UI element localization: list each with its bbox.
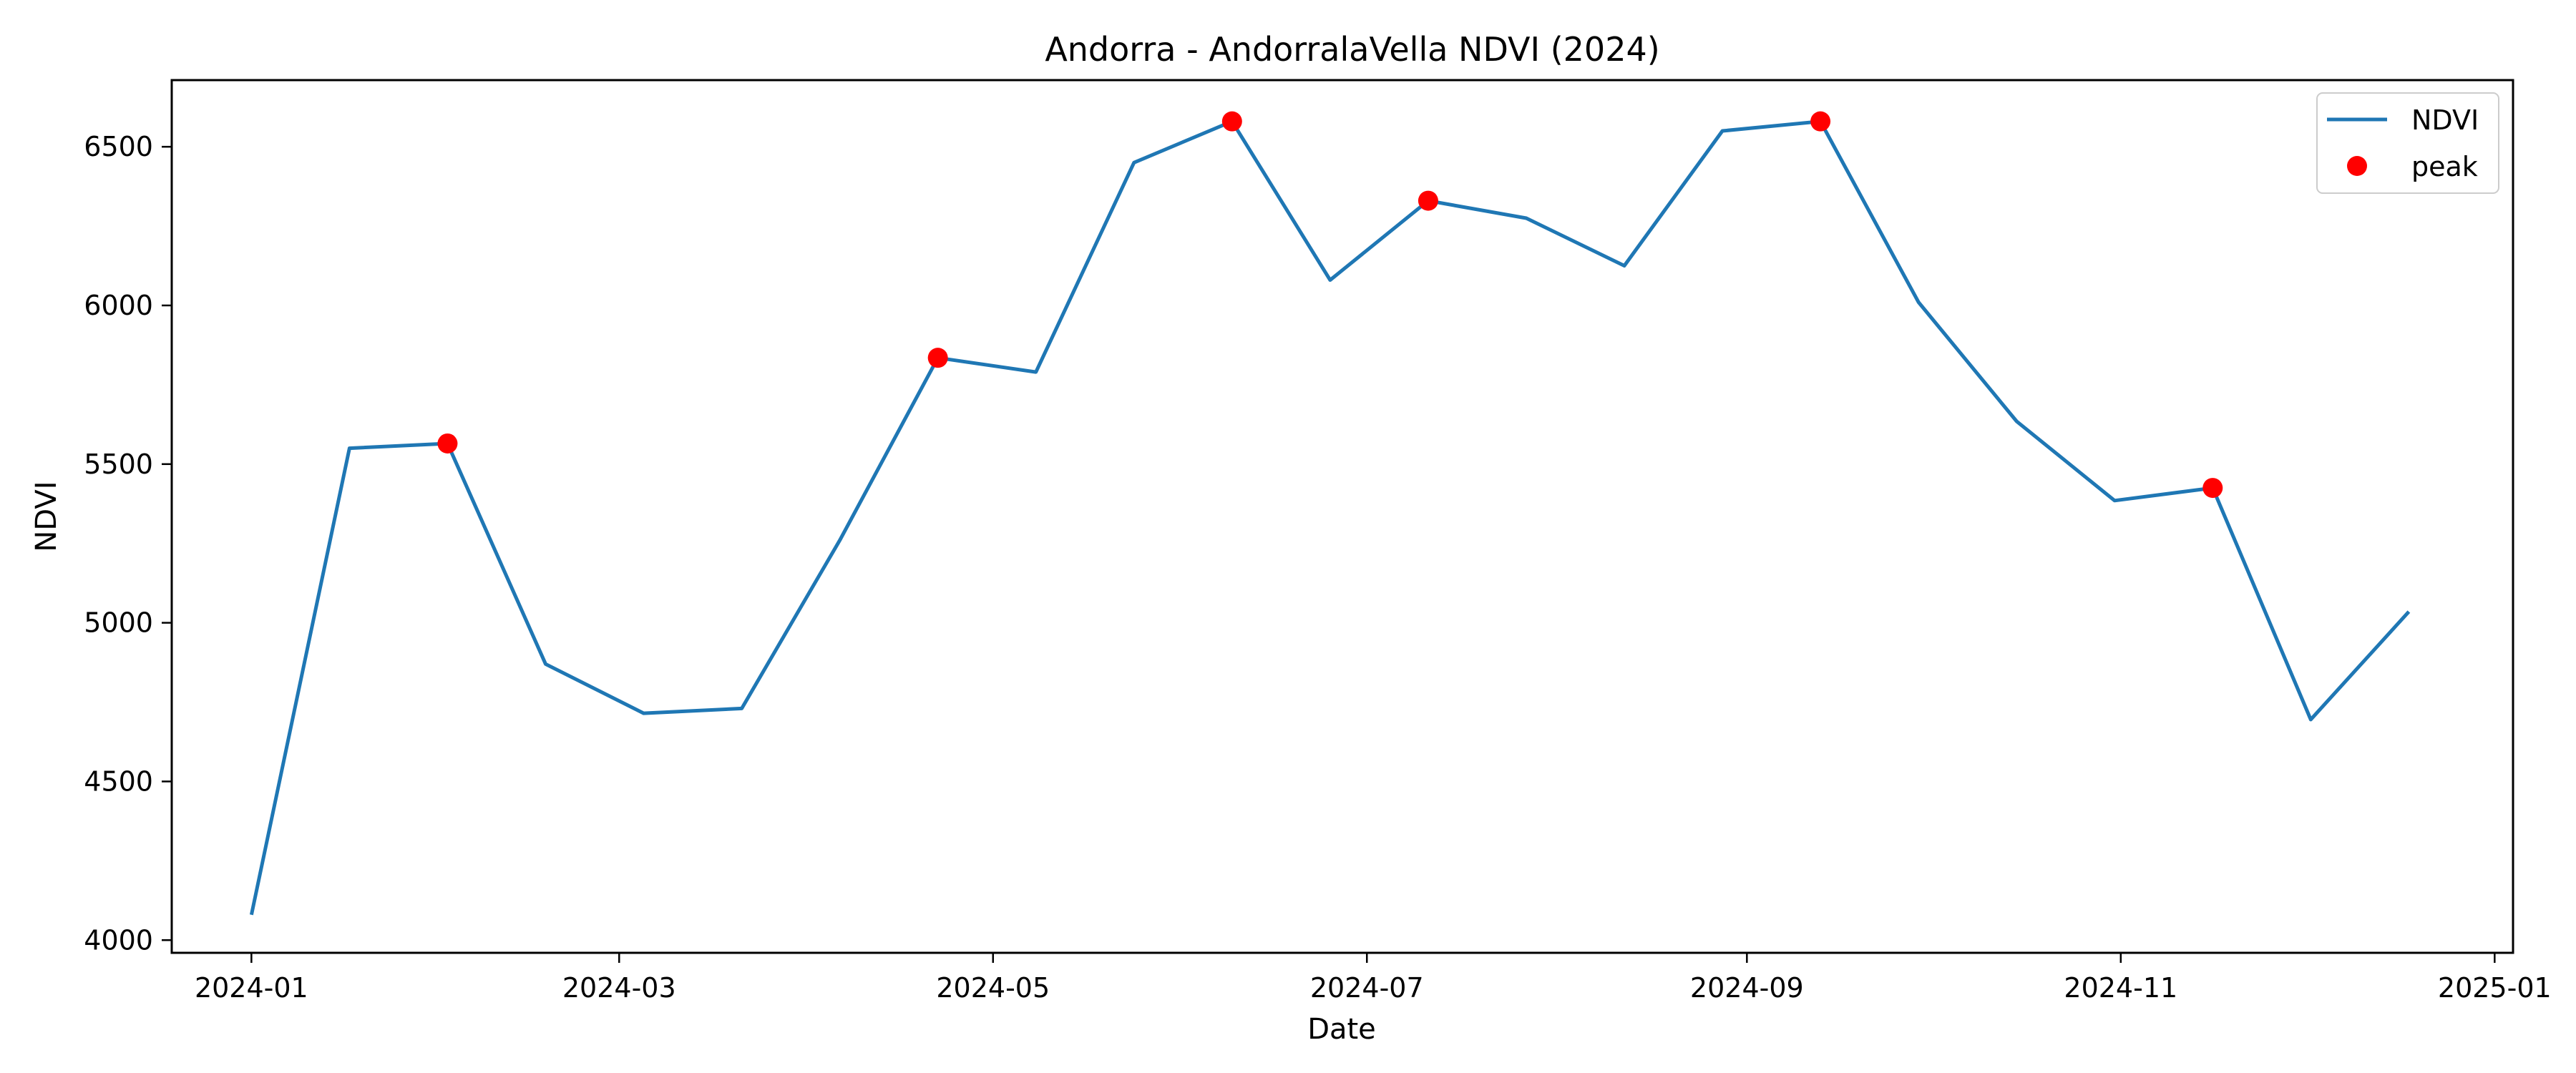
plot-area: 2024-01 2024-03 2024-05 2024-07 2024-09 2024-…: [84, 79, 2552, 1004]
x-tick-label: 2024-11: [2064, 972, 2177, 1004]
peak-marker: [1221, 111, 1242, 132]
y-tick-label: 4500: [84, 765, 153, 797]
ndvi-series-line: [249, 119, 2411, 916]
y-axis-label: NDVI: [30, 481, 63, 552]
y-tick-label: 5000: [84, 607, 153, 639]
y-tick-label: 6500: [84, 131, 153, 162]
chart-title: Andorra - AndorralaVella NDVI (2024): [1045, 30, 1659, 69]
peak-marker: [927, 348, 948, 368]
x-tick-label: 2024-03: [562, 972, 676, 1004]
legend-label-ndvi: NDVI: [2411, 104, 2479, 136]
peak-marker: [1418, 190, 1438, 211]
y-tick-label: 5500: [84, 449, 153, 480]
legend: NDVI peak: [2316, 92, 2499, 194]
legend-label-peak: peak: [2411, 151, 2478, 182]
y-tick-label: 6000: [84, 290, 153, 321]
peak-marker: [437, 433, 458, 454]
plot-frame: [170, 79, 2514, 954]
x-axis-label: Date: [1307, 1013, 1376, 1046]
x-tick-label: 2024-01: [195, 972, 308, 1004]
peak-marker: [2202, 478, 2223, 499]
x-tick-label: 2025-01: [2438, 972, 2552, 1004]
peak-marker: [1810, 111, 1831, 132]
x-tick-label: 2024-09: [1690, 972, 1804, 1004]
x-tick-label: 2024-07: [1310, 972, 1424, 1004]
x-tick-label: 2024-05: [936, 972, 1050, 1004]
y-tick-label: 4000: [84, 924, 153, 956]
legend-peak-swatch: [2347, 156, 2367, 176]
